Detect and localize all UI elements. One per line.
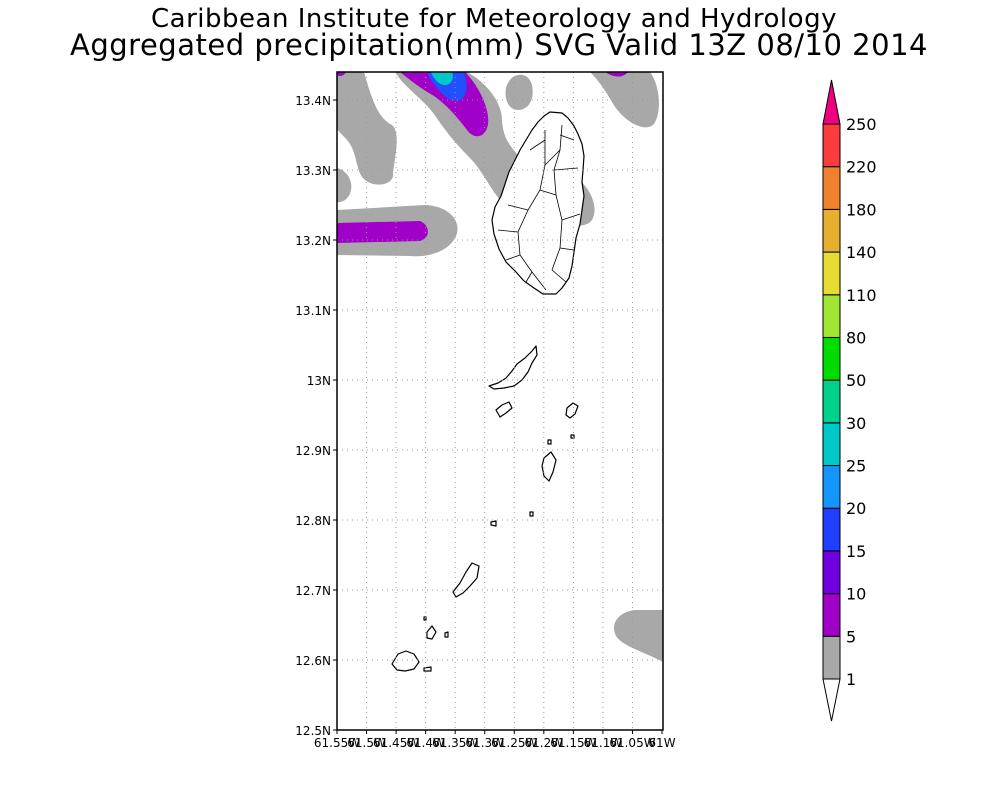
precip-area-gray <box>337 168 352 203</box>
lon-tick-label: 61.5W <box>347 736 386 750</box>
legend-level-label: 20 <box>846 499 866 518</box>
precip-area-purple <box>337 221 428 243</box>
legend-level-label: 25 <box>846 457 866 476</box>
island-canouan <box>452 562 480 598</box>
legend-level-label: 15 <box>846 542 866 561</box>
legend-swatch <box>822 379 841 424</box>
legend-level-label: 140 <box>846 243 877 262</box>
legend-level-label: 50 <box>846 371 866 390</box>
lat-tick-label: 12.9N <box>295 444 331 458</box>
lat-tick-label: 13.1N <box>295 304 331 318</box>
legend-top-arrow <box>822 79 841 125</box>
legend-swatch <box>822 336 841 381</box>
precip-area-gray <box>614 610 663 662</box>
lon-tick-label: 61.45W <box>373 736 419 750</box>
precip-area-purple <box>337 72 346 76</box>
lat-tick-label: 13.3N <box>295 164 331 178</box>
lat-tick-label: 13.4N <box>295 94 331 108</box>
lon-tick-label: 61.2W <box>525 736 564 750</box>
island-bequia <box>488 345 538 390</box>
legend-level-label: 30 <box>846 414 866 433</box>
map-panel: 13.4N 13.3N 13.2N 13.1N 13N 12.9N 12.8N 12.7N 12… <box>295 71 676 750</box>
precip-area-gray <box>590 72 659 128</box>
legend-swatch <box>822 593 841 637</box>
legend-level-label: 5 <box>846 627 856 646</box>
lat-axis: 13.4N 13.3N 13.2N 13.1N 13N 12.9N 12.8N 12.7N 12… <box>295 94 337 738</box>
product-title: Aggregated precipitation(mm) SVG Valid 1… <box>70 28 928 62</box>
legend-swatch <box>822 166 841 210</box>
lat-tick-label: 12.5N <box>295 724 331 738</box>
precip-shading <box>337 72 663 662</box>
lon-axis: 61.55W61.5W61.45W61.4W61.35W61.3W61.25W6… <box>314 730 676 750</box>
legend-level-label: 110 <box>846 286 877 305</box>
lon-tick-label: 61.25W <box>491 736 537 750</box>
precip-area-cyan <box>431 72 453 86</box>
legend-level-label: 1 <box>846 670 856 689</box>
island-union <box>391 650 420 672</box>
lat-tick-label: 12.6N <box>295 654 331 668</box>
legend-swatch <box>822 251 841 296</box>
legend-swatch <box>822 123 841 168</box>
legend-swatch <box>822 465 841 509</box>
legend-swatch <box>822 208 841 253</box>
legend-swatch <box>822 550 841 595</box>
legend-swatch <box>822 294 841 338</box>
lat-tick-label: 13.2N <box>295 234 331 248</box>
legend-bottom-arrow <box>822 678 841 722</box>
lon-tick-label: 61.1W <box>584 736 623 750</box>
legend-swatch <box>822 507 841 552</box>
lat-tick-label: 12.8N <box>295 514 331 528</box>
precip-area-purple <box>605 72 628 77</box>
coastlines <box>391 111 585 672</box>
lon-tick-label: 61.55W <box>314 736 360 750</box>
legend-level-label: 180 <box>846 200 877 219</box>
precip-area-gray <box>505 74 533 110</box>
lon-tick-label: 61.3W <box>465 736 504 750</box>
institute-title: Caribbean Institute for Meteorology and … <box>151 4 837 34</box>
lon-tick-label: 61.4W <box>406 736 445 750</box>
legend-level-label: 250 <box>846 115 877 134</box>
legend-swatch <box>822 635 841 680</box>
lon-tick-label: 61W <box>648 736 675 750</box>
lat-tick-label: 12.7N <box>295 584 331 598</box>
precip-area-gray <box>337 72 397 185</box>
lon-tick-label: 61.15W <box>550 736 596 750</box>
legend-level-label: 10 <box>846 585 866 604</box>
map-frame <box>336 71 664 731</box>
legend-level-label: 220 <box>846 158 877 177</box>
lat-tick-label: 13N <box>307 374 331 388</box>
watershed-lines <box>497 124 581 291</box>
lon-tick-label: 61.35W <box>432 736 478 750</box>
legend-swatch <box>822 422 841 467</box>
lon-tick-label: 61.05W <box>609 736 655 750</box>
legend-level-label: 80 <box>846 328 866 347</box>
